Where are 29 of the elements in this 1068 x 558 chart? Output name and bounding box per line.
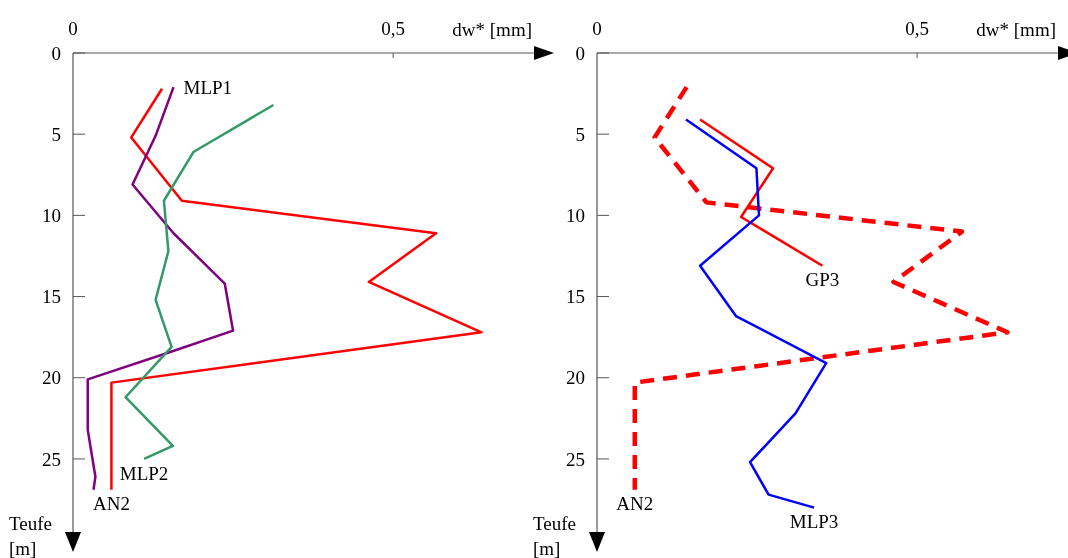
line-series	[698, 118, 824, 267]
line-series	[124, 103, 275, 461]
y-tick-label: 0	[575, 42, 585, 64]
x-tick-label: 0,5	[905, 18, 930, 39]
y-tick-label: 5	[51, 123, 61, 145]
series-label: AN2	[92, 493, 130, 515]
y-tick-label: 10	[42, 205, 61, 227]
x-axis-title: dw* [mm]	[976, 19, 1056, 40]
y-tick-label: 5	[575, 123, 585, 145]
series-label: MLP2	[119, 462, 169, 484]
line-series	[632, 84, 1010, 493]
y-tick-label: 0	[51, 42, 61, 64]
x-tick-label: 0	[592, 18, 602, 39]
y-axis-title: Teufe [m]	[533, 513, 576, 558]
y-tick-label: 10	[566, 205, 585, 227]
series-label: MLP1	[183, 76, 233, 98]
y-tick-label: 15	[566, 286, 585, 308]
y-tick-label: 20	[42, 367, 61, 389]
series-label: AN2	[616, 493, 654, 515]
x-axis-title: dw* [mm]	[452, 19, 532, 40]
y-tick-label: 20	[566, 367, 585, 389]
series-label: GP3	[805, 269, 840, 291]
y-axis-title: Teufe [m]	[9, 513, 52, 558]
x-tick-label: 0,5	[381, 18, 406, 39]
series-label: MLP3	[789, 511, 839, 533]
y-tick-label: 15	[42, 286, 61, 308]
y-tick-label: 25	[566, 448, 585, 470]
y-tick-label: 25	[42, 448, 61, 470]
x-tick-label: 0	[68, 18, 78, 39]
